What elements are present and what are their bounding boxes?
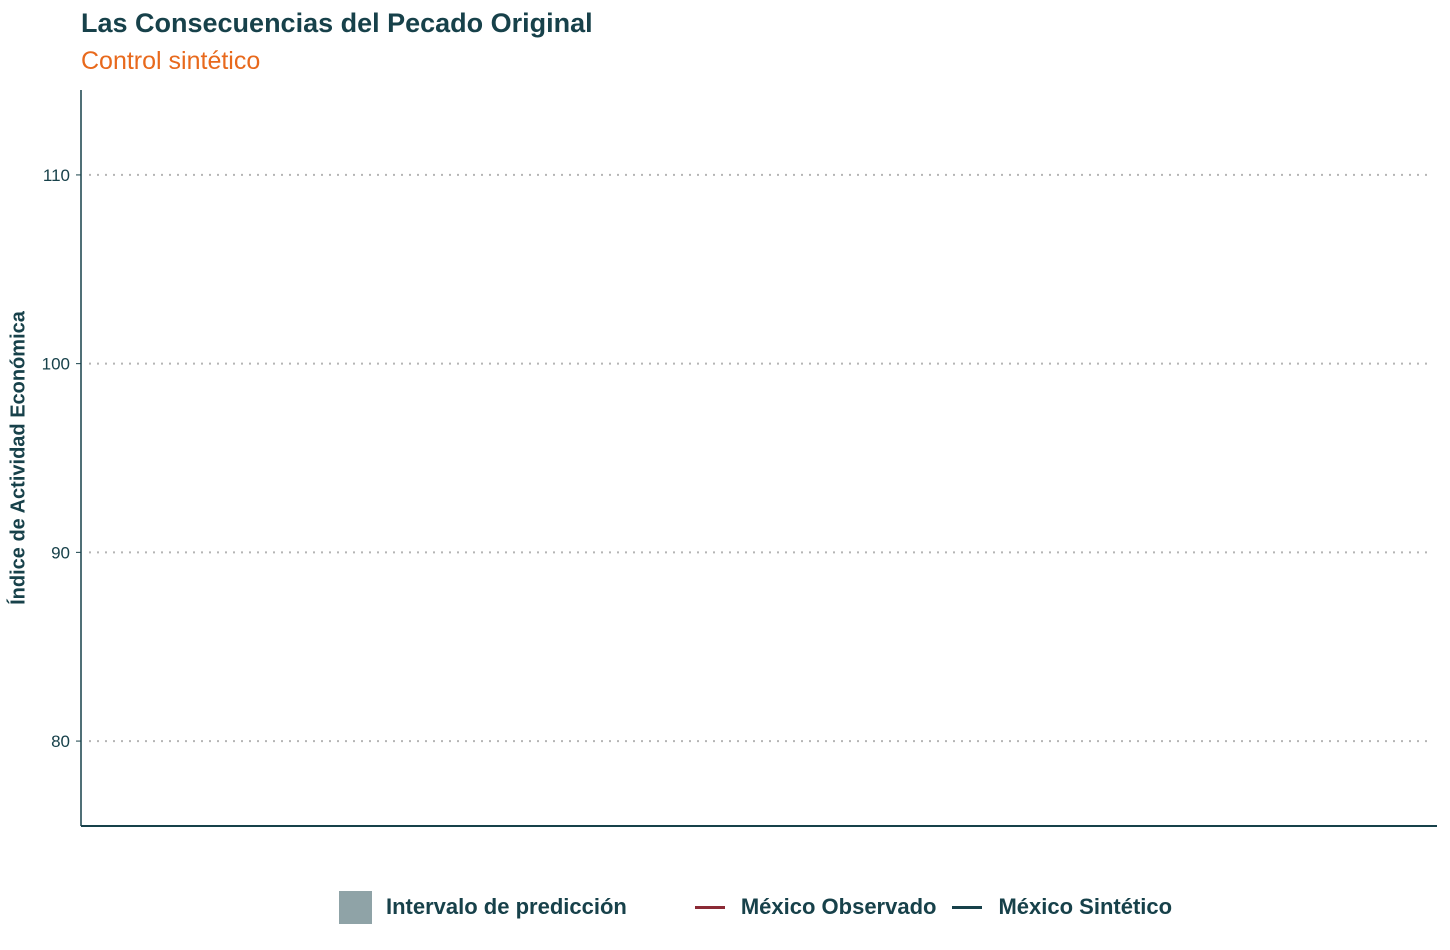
legend: Intervalo de predicción México Observado… — [339, 890, 1172, 924]
legend-swatch-synthetic — [952, 905, 983, 909]
y-tick-label-80: 80 — [51, 732, 70, 751]
chart-title: Las Consecuencias del Pecado Original — [81, 8, 593, 38]
y-tick-label-110: 110 — [43, 166, 70, 185]
legend-label-synthetic: México Sintético — [998, 894, 1173, 919]
legend-label-band: Intervalo de predicción — [386, 894, 627, 919]
legend-label-observed: México Observado — [740, 894, 937, 919]
y-tick-label-90: 90 — [51, 543, 70, 562]
legend-item-synthetic: México Sintético — [952, 894, 1172, 920]
chart-subtitle: Control sintético — [81, 47, 261, 75]
legend-swatch-observed — [694, 905, 725, 909]
legend-item-observed: México Observado — [694, 894, 937, 920]
y-tick-label-100: 100 — [42, 355, 70, 374]
legend-swatch-band — [339, 890, 372, 924]
legend-item-band: Intervalo de predicción — [339, 890, 627, 924]
